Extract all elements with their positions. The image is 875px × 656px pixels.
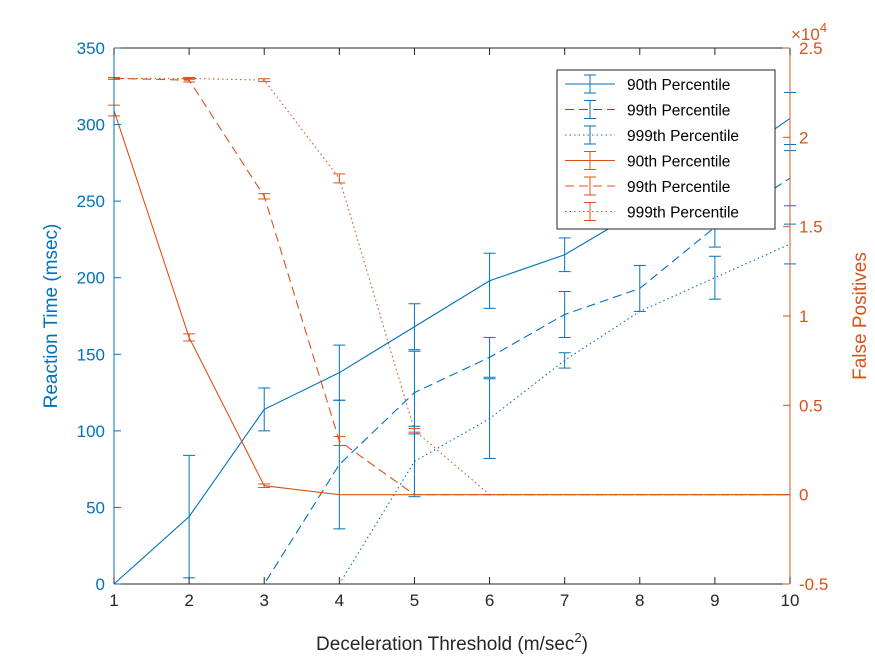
x-tick-label: 1 xyxy=(109,591,118,610)
series-right-solid xyxy=(108,104,790,496)
series-line xyxy=(114,177,791,585)
y-left-tick-label: 300 xyxy=(77,116,105,135)
series-line xyxy=(113,77,790,496)
legend-entry-label: 99th Percentile xyxy=(627,179,730,196)
x-tick-label: 4 xyxy=(335,591,344,610)
x-axis-label-close: ) xyxy=(582,634,588,655)
x-axis-label: Deceleration Threshold (m/sec2) xyxy=(316,630,588,655)
y-left-tick-label: 350 xyxy=(77,39,105,58)
x-tick-label: 5 xyxy=(410,591,419,610)
left-y-axis-label: Reaction Time (msec) xyxy=(41,224,62,409)
right-axis-exponent-base: ×10 xyxy=(791,25,820,44)
y-right-tick-label: 0.5 xyxy=(799,396,823,415)
x-tick-label: 10 xyxy=(781,591,800,610)
series-line xyxy=(114,77,790,496)
series-left-dotted xyxy=(114,223,796,585)
y-right-tick-label: 1.5 xyxy=(799,218,823,237)
x-axis-label-main: Deceleration Threshold (m/sec xyxy=(316,634,574,655)
x-tick-label: 9 xyxy=(710,591,719,610)
y-right-tick-label: -0.5 xyxy=(799,575,828,594)
y-right-tick-label: 2 xyxy=(799,128,808,147)
y-left-tick-label: 50 xyxy=(86,498,105,517)
x-tick-label: 6 xyxy=(485,591,494,610)
series-right-dotted xyxy=(108,76,790,496)
legend-entry-label: 90th Percentile xyxy=(627,77,730,94)
legend: 90th Percentile 99th Percentile 999th Perc… xyxy=(556,69,776,230)
series-line xyxy=(114,243,791,585)
right-axis-exponent: ×104 xyxy=(791,20,827,44)
y-right-tick-label: 0 xyxy=(799,486,808,505)
legend-entry-label: 99th Percentile xyxy=(627,103,730,120)
y-right-tick-label: 2.5 xyxy=(799,39,823,58)
right-axis-exponent-power: 4 xyxy=(820,20,827,35)
ticks-layer: 1 2 3 4 5 6 7 8 9 10050100150200250300350-0.500.5… xyxy=(77,39,829,610)
x-tick-label: 7 xyxy=(560,591,569,610)
legend-entry-label: 999th Percentile xyxy=(627,128,739,145)
x-axis-label-superscript: 2 xyxy=(574,630,581,645)
legend-entry-label: 90th Percentile xyxy=(627,154,730,171)
x-tick-label: 8 xyxy=(635,591,644,610)
x-tick-label: 3 xyxy=(259,591,268,610)
x-tick-label: 2 xyxy=(184,591,193,610)
legend-entry-label: 999th Percentile xyxy=(627,205,739,222)
y-right-tick-label: 1 xyxy=(799,307,808,326)
y-left-tick-label: 0 xyxy=(96,575,105,594)
y-left-tick-label: 150 xyxy=(77,345,105,364)
y-left-tick-label: 250 xyxy=(77,192,105,211)
y-left-tick-label: 200 xyxy=(77,269,105,288)
right-y-axis-label: False Positives xyxy=(850,252,871,380)
y-left-tick-label: 100 xyxy=(77,422,105,441)
series-line xyxy=(113,110,790,496)
